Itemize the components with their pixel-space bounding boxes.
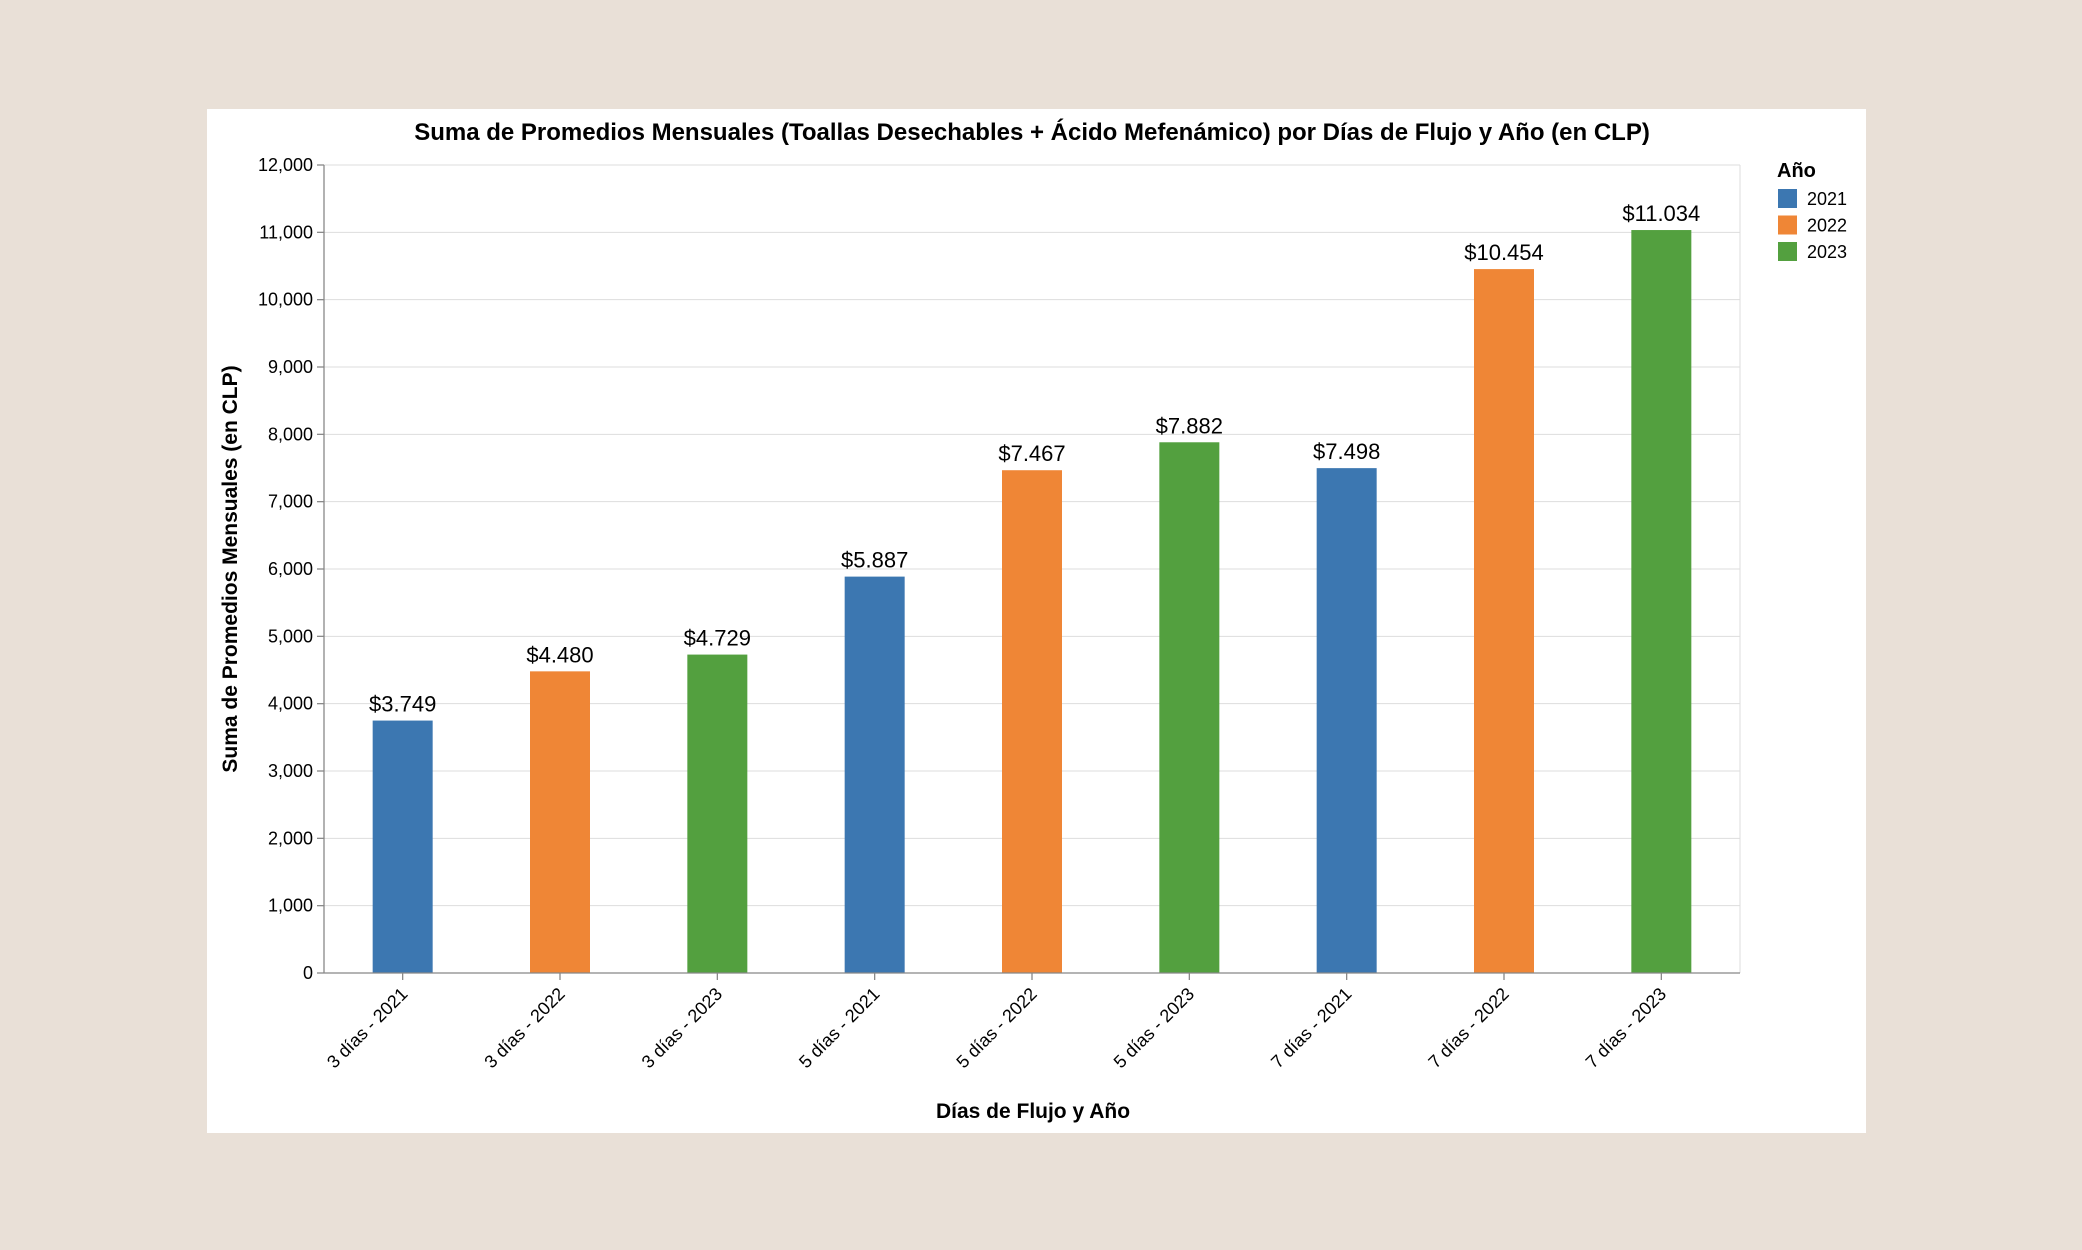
x-tick-label: 5 días - 2023	[1110, 984, 1198, 1072]
legend-swatch	[1778, 242, 1797, 261]
chart-title: Suma de Promedios Mensuales (Toallas Des…	[414, 118, 1650, 146]
y-tick-label: 1,000	[268, 896, 313, 916]
bar-value-label: $11.034	[1622, 201, 1700, 226]
x-tick-label: 7 días - 2023	[1582, 984, 1670, 1072]
x-tick-label: 3 días - 2023	[638, 984, 726, 1072]
y-tick-label: 12,000	[258, 155, 313, 175]
bar-value-label: $7.467	[998, 441, 1065, 466]
bar	[1316, 468, 1377, 973]
x-tick-label: 7 días - 2022	[1424, 984, 1512, 1072]
bar	[1631, 230, 1692, 973]
y-tick-label: 2,000	[268, 828, 313, 848]
bar-chart: Suma de Promedios Mensuales (Toallas Des…	[219, 118, 1847, 1123]
bar-value-label: $10.454	[1464, 240, 1544, 265]
bar	[530, 671, 590, 973]
x-tick-label: 3 días - 2022	[480, 984, 568, 1072]
bar-value-label: $5.887	[841, 548, 908, 573]
x-tick-label: 5 días - 2022	[952, 984, 1040, 1072]
y-tick-label: 3,000	[268, 761, 313, 781]
y-tick-label: 6,000	[268, 559, 313, 579]
bar-value-label: $4.480	[526, 642, 593, 667]
bar	[844, 576, 905, 973]
legend-swatch	[1778, 215, 1797, 235]
bar-value-label: $3.749	[369, 692, 436, 717]
y-tick-label: 0	[303, 963, 313, 983]
y-tick-label: 8,000	[268, 424, 313, 444]
legend-label: 2023	[1807, 242, 1847, 262]
bar	[687, 654, 748, 973]
chart-card: Suma de Promedios Mensuales (Toallas Des…	[207, 109, 1866, 1133]
y-tick-label: 7,000	[268, 492, 313, 512]
bar	[1002, 470, 1062, 973]
bars: $3.749 $4.480 $4.729 $5.887 $7.467 $7.882 $7.4…	[369, 201, 1700, 973]
y-axis-title: Suma de Promedios Mensuales (en CLP)	[219, 365, 242, 772]
y-tick-label: 9,000	[268, 357, 313, 377]
x-tick-label: 7 días - 2021	[1267, 984, 1355, 1072]
bar-value-label: $7.882	[1156, 413, 1223, 438]
legend-label: 2021	[1807, 189, 1847, 209]
legend-title: Año	[1777, 160, 1816, 182]
legend: Año 2021 2022 2023	[1777, 160, 1847, 262]
x-axis-title: Días de Flujo y Año	[936, 1100, 1130, 1123]
x-tick-label: 5 días - 2021	[795, 984, 883, 1072]
y-tick-label: 11,000	[259, 222, 313, 242]
y-tick-label: 5,000	[268, 626, 313, 646]
y-tick-label: 4,000	[268, 694, 313, 714]
bar-value-label: $7.498	[1313, 439, 1380, 464]
y-tick-label: 10,000	[258, 290, 313, 310]
legend-swatch	[1778, 189, 1797, 208]
bar-value-label: $4.729	[684, 626, 751, 651]
legend-label: 2022	[1807, 216, 1847, 236]
bar	[372, 720, 433, 973]
bar	[1159, 442, 1220, 973]
x-tick-label: 3 días - 2021	[323, 984, 411, 1072]
bar	[1474, 269, 1534, 973]
